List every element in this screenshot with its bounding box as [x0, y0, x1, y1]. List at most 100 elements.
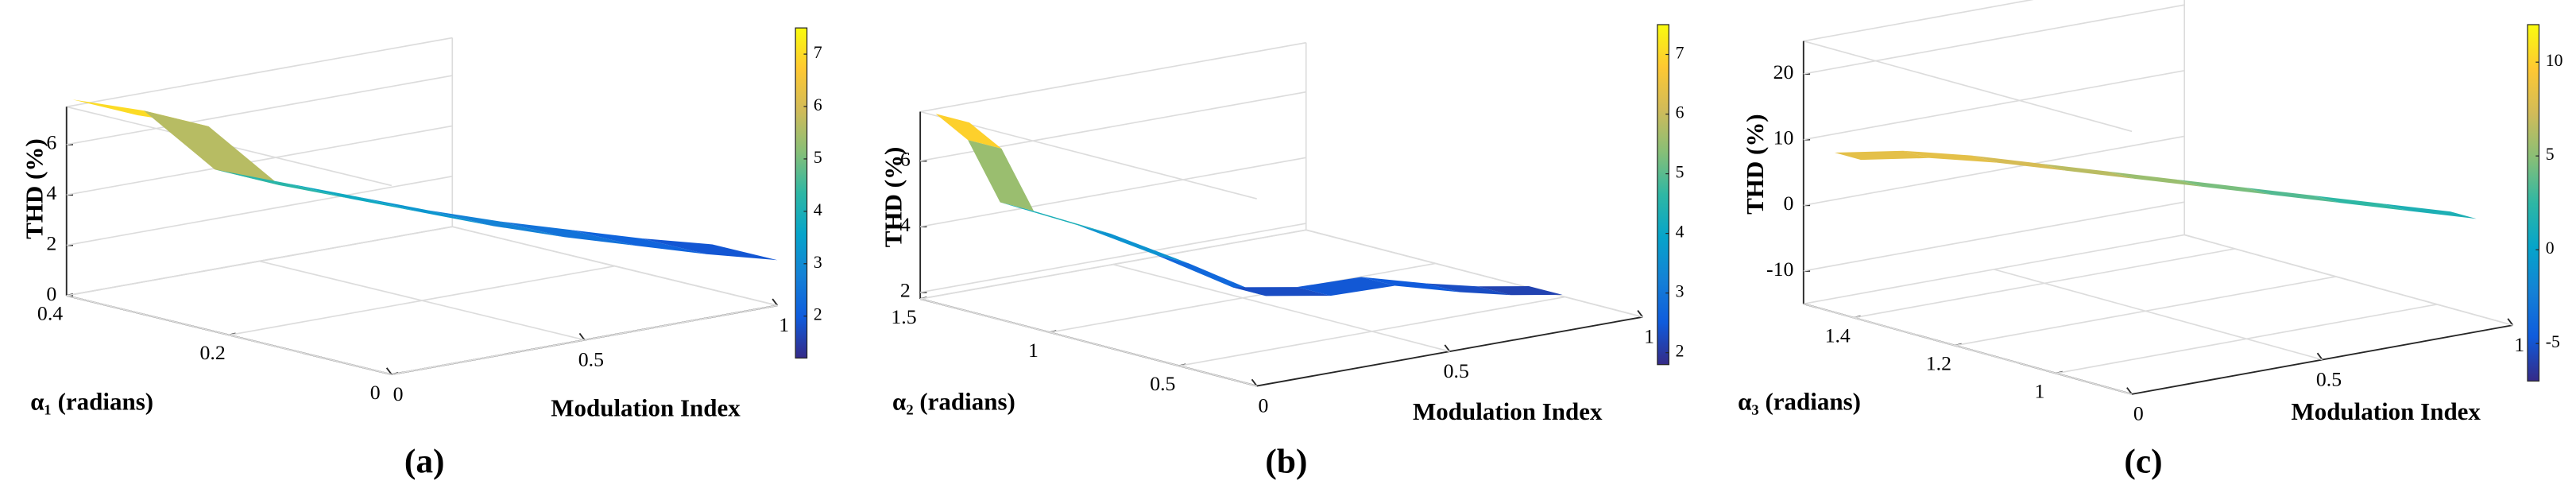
z-tick-label: 20 [1773, 60, 1794, 83]
grid-line [919, 298, 1257, 387]
x-tick-label: 0 [2133, 402, 2144, 425]
colorbar-tick-label: 0 [2546, 238, 2555, 258]
surface-patch [2176, 179, 2272, 196]
y-tick-label: 0 [370, 381, 381, 404]
surface-patch [143, 110, 280, 186]
colorbar-tick-label: 3 [1676, 282, 1684, 301]
y-tick-label: 1.2 [1926, 351, 1951, 374]
grid-line [1803, 135, 2185, 207]
colorbar [795, 27, 808, 359]
x-axis-label: Modulation Index [1413, 397, 1603, 425]
surface-patch [2040, 163, 2135, 179]
x-tick [2316, 352, 2323, 361]
caption: (b) [1265, 443, 1307, 481]
colorbar [2527, 24, 2540, 382]
box-edge [1803, 234, 2185, 305]
surface-patch [935, 114, 1002, 149]
surface-patch [2108, 171, 2203, 187]
grid-line [259, 260, 585, 341]
z-tick-label: 2 [900, 279, 911, 302]
colorbar-tick-label: 5 [2546, 145, 2555, 164]
colorbar-tick-label: 10 [2546, 51, 2563, 70]
box-edge [1803, 40, 2133, 133]
x-tick [385, 367, 393, 375]
surface-patch [1000, 202, 1112, 234]
x-tick-label: 0.5 [2316, 367, 2342, 390]
x-tick-label: 0 [393, 382, 404, 405]
surface-patch [1835, 150, 1930, 161]
colorbar-tick-label: 5 [814, 148, 822, 167]
z-tick-label: 0 [46, 282, 56, 305]
colorbar [1657, 24, 1669, 366]
x-axis-label: Modulation Index [551, 394, 741, 422]
surface-patch [2245, 187, 2340, 203]
x-tick [1637, 309, 1644, 318]
z-tick-label: 0 [1783, 192, 1793, 215]
grid-line [452, 226, 778, 307]
surface-patch [1361, 277, 1460, 293]
y-tick-label: 0.4 [37, 302, 63, 325]
z-tick-label: 2 [46, 231, 56, 254]
surface-patch [1971, 155, 2067, 171]
surface-patch [2381, 203, 2477, 219]
x-tick-label: 1 [779, 313, 789, 336]
grid-line [920, 157, 1306, 227]
surface-patch [1232, 287, 1331, 296]
colorbar-tick-label: 7 [814, 43, 822, 62]
z-tick-label: 10 [1773, 126, 1794, 149]
grid-line [920, 223, 1306, 293]
grid-line [1994, 269, 2323, 361]
surface-patch [641, 238, 778, 261]
z-tick-label: 6 [46, 131, 56, 154]
z-tick-label: 4 [46, 181, 56, 204]
y-axis-label: α₂ (radians) [892, 387, 1015, 415]
x-tick [1444, 344, 1451, 352]
grid-line [1112, 263, 1450, 352]
grid-line [1803, 4, 2185, 75]
caption: (a) [404, 443, 445, 481]
x-tick-label: 0 [1259, 393, 1269, 417]
grid-line [1803, 70, 2185, 141]
surface-patch [1425, 283, 1511, 296]
grid-line [2183, 234, 2513, 326]
y-tick-label: 1 [1028, 339, 1039, 362]
y-axis-label: α₁ (radians) [30, 387, 153, 415]
surface-patch [499, 221, 636, 246]
x-tick [1251, 378, 1258, 387]
z-tick-label: -10 [1766, 258, 1793, 281]
colorbar-tick-label: 2 [814, 305, 822, 324]
grid-line [66, 75, 453, 145]
x-tick-label: 1 [2514, 333, 2524, 356]
surface-patch [215, 169, 351, 200]
surface-patch [968, 140, 1035, 211]
surface-patch [285, 183, 423, 213]
z-tick-label: 6 [900, 147, 911, 170]
x-tick [578, 332, 586, 341]
colorbar-tick-label: 6 [814, 95, 822, 114]
y-tick-label: 0.2 [199, 341, 225, 364]
surface-patch [357, 196, 493, 227]
surface-patch [1155, 254, 1267, 296]
grid-line [1803, 303, 2133, 395]
surface-patch [570, 230, 706, 254]
box-edge [1803, 0, 2034, 42]
colorbar-tick-label: 2 [1676, 342, 1684, 361]
grid-line [1803, 201, 2185, 272]
z-tick-label: 4 [900, 213, 911, 236]
x-tick [772, 298, 779, 306]
z-axis-label: THD (%) [21, 138, 48, 239]
x-tick [2126, 387, 2133, 395]
colorbar-tick-label: -5 [2546, 332, 2560, 351]
y-tick-label: 1.4 [1825, 324, 1851, 347]
grid-line [66, 175, 453, 246]
colorbar-tick-label: 4 [1676, 223, 1684, 242]
y-tick-label: 1.5 [891, 305, 916, 328]
surface-patch [2313, 196, 2408, 211]
surface-patch [1077, 225, 1189, 264]
colorbar-tick-label: 7 [1676, 43, 1684, 62]
x-tick-label: 1 [1644, 325, 1654, 348]
caption: (c) [2124, 443, 2162, 481]
colorbar-tick-label: 5 [1676, 163, 1684, 182]
